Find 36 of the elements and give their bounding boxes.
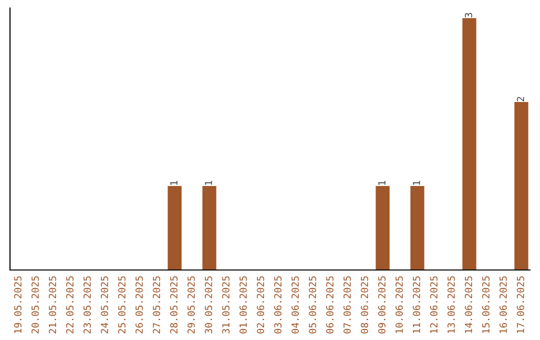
data-label: 1 — [412, 180, 420, 185]
x-tick-label: 04.06.2025 — [291, 276, 299, 334]
x-tick-label: 08.06.2025 — [360, 276, 368, 334]
x-tick-label: 26.05.2025 — [135, 276, 143, 334]
x-tick-label: 19.05.2025 — [14, 276, 22, 333]
x-tick-label: 05.06.2025 — [308, 276, 316, 334]
x-tick-label: 31.05.2025 — [222, 276, 230, 334]
x-tick-label: 03.06.2025 — [274, 276, 282, 334]
x-tick-label: 11.06.2025 — [412, 276, 420, 333]
x-tick-label: 10.06.2025 — [395, 276, 403, 333]
x-tick-label: 27.05.2025 — [152, 276, 160, 334]
x-tick-label: 28.05.2025 — [170, 276, 178, 334]
x-tick-label: 29.05.2025 — [187, 276, 195, 334]
x-tick-label: 25.05.2025 — [118, 276, 126, 334]
x-tick-label: 30.05.2025 — [204, 276, 212, 334]
x-tick-label: 22.05.2025 — [66, 276, 74, 334]
x-tick-label: 01.06.2025 — [239, 276, 247, 334]
data-label: 2 — [516, 97, 524, 102]
data-label: 3 — [464, 12, 472, 18]
x-tick-label: 15.06.2025 — [482, 276, 490, 333]
x-tick-label: 17.06.2025 — [516, 276, 524, 333]
data-label: 1 — [204, 180, 212, 185]
x-tick-label: 07.06.2025 — [343, 276, 351, 334]
data-label: 1 — [170, 180, 178, 185]
data-label: 1 — [378, 180, 386, 185]
x-tick-label: 21.05.2025 — [48, 276, 56, 334]
x-tick-label: 20.05.2025 — [31, 276, 39, 334]
x-tick-label: 12.06.2025 — [430, 276, 438, 333]
x-tick-label: 16.06.2025 — [499, 276, 507, 333]
x-tick-label: 09.06.2025 — [378, 276, 386, 334]
x-tick-label: 13.06.2025 — [447, 276, 455, 333]
x-tick-label: 02.06.2025 — [256, 276, 264, 334]
x-tick-label: 24.05.2025 — [100, 276, 108, 334]
x-tick-label: 14.06.2025 — [464, 276, 472, 333]
x-tick-label: 06.06.2025 — [326, 276, 334, 334]
x-tick-label: 23.05.2025 — [83, 276, 91, 334]
